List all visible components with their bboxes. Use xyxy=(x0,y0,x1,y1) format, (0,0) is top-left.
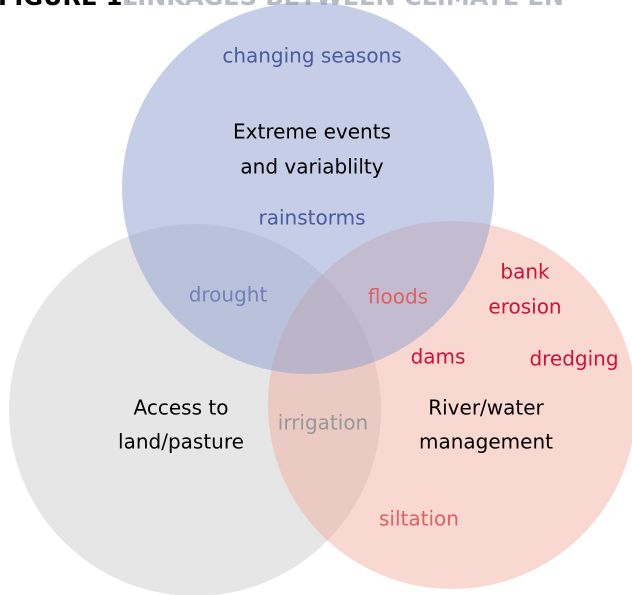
circle-label: land/pasture xyxy=(118,430,244,454)
term: dredging xyxy=(529,347,618,371)
term: bank xyxy=(500,260,550,284)
circle-label: Access to xyxy=(134,396,229,420)
term: changing seasons xyxy=(222,44,401,68)
circle-label: Extreme events xyxy=(233,120,391,144)
term: dams xyxy=(411,345,466,369)
circle-label: management xyxy=(419,430,553,454)
term: drought xyxy=(189,283,268,307)
term: siltation xyxy=(379,507,459,531)
term: rainstorms xyxy=(259,206,366,230)
circle-label: and variablilty xyxy=(240,155,383,179)
figure-number: FIGURE 1: xyxy=(0,0,132,11)
term: irrigation xyxy=(278,411,368,435)
circle-label: River/water xyxy=(428,396,544,420)
circle-extreme xyxy=(122,2,494,374)
term: erosion xyxy=(488,295,561,319)
term: floods xyxy=(368,285,428,309)
